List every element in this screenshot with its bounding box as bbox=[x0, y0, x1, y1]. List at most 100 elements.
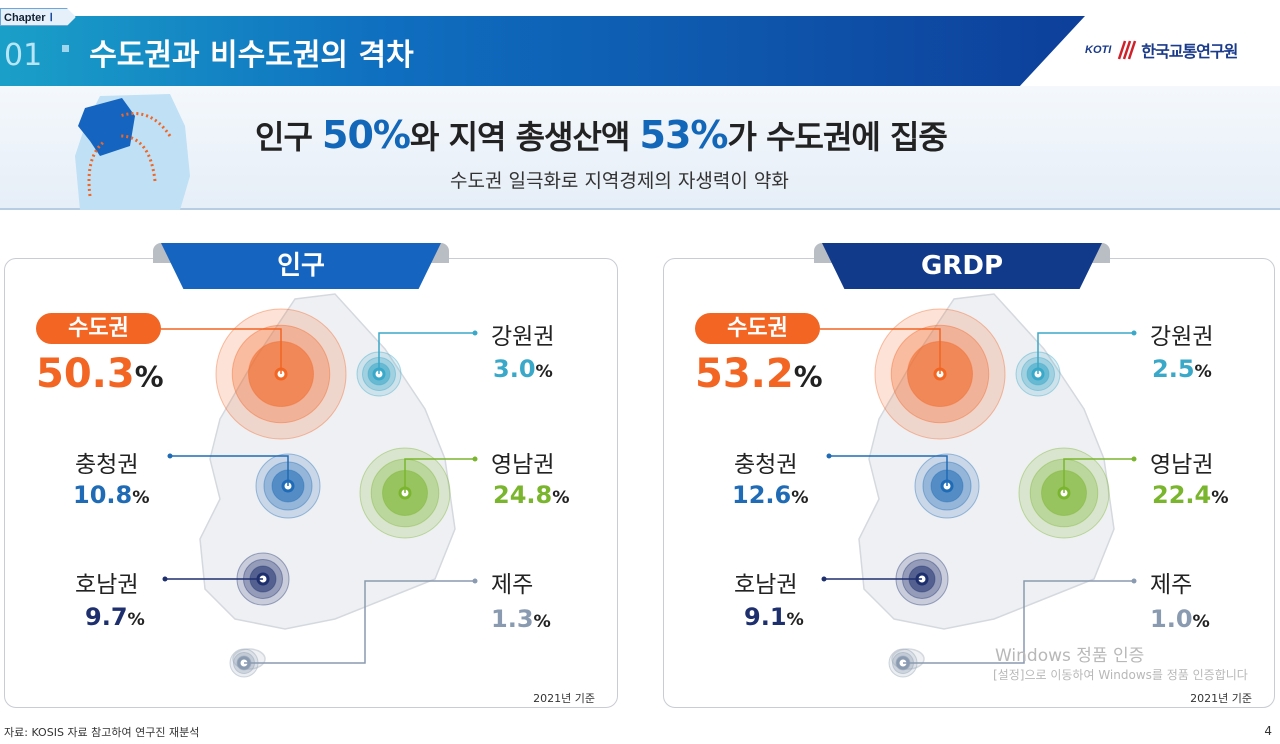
leader-end-chungcheong bbox=[167, 453, 173, 459]
region-label-honam: 호남권 bbox=[734, 572, 798, 598]
leader-end-jeju bbox=[1131, 578, 1137, 584]
region-label-chungcheong: 충청권 bbox=[75, 452, 139, 478]
chapter-number: Ⅰ bbox=[49, 12, 53, 24]
korea-map bbox=[820, 293, 1137, 678]
value-unit: % bbox=[535, 362, 553, 382]
leader-line-jeju bbox=[244, 580, 475, 664]
headline: 인구 50%와 지역 총생산액 53%가 수도권에 집중 bbox=[255, 112, 948, 158]
value-unit: % bbox=[127, 610, 145, 630]
value-number: 3.0 bbox=[493, 355, 536, 383]
chapter-tag: Chapter Ⅰ bbox=[0, 8, 76, 26]
region-label-yeongnam: 영남권 bbox=[491, 452, 555, 478]
value-unit: % bbox=[793, 360, 823, 394]
logo: KOTI 한국교통연구원 bbox=[1085, 38, 1238, 62]
leader-end-honam bbox=[162, 576, 168, 582]
panel-tab-title: GRDP bbox=[822, 243, 1102, 289]
region-label-gangwon: 강원권 bbox=[491, 324, 555, 350]
region-value-gangwon: 2.5% bbox=[1152, 355, 1212, 383]
region-label-yeongnam: 영남권 bbox=[1150, 452, 1214, 478]
section-number: 01 bbox=[4, 38, 43, 73]
subtitle: 수도권 일극화로 지역경제의 자생력이 약화 bbox=[450, 170, 789, 192]
logo-mark-icon bbox=[1118, 40, 1137, 60]
headline-grdp-share: 53% bbox=[639, 113, 729, 157]
region-label-jeju: 제주 bbox=[491, 572, 534, 598]
region-label-gangwon: 강원권 bbox=[1150, 324, 1214, 350]
value-unit: % bbox=[791, 488, 809, 508]
leader-line-yeongnam bbox=[1063, 458, 1134, 493]
value-number: 24.8 bbox=[493, 481, 553, 509]
value-number: 12.6 bbox=[732, 481, 792, 509]
region-value-honam: 9.1% bbox=[744, 603, 804, 631]
korea-map bbox=[161, 293, 478, 678]
value-unit: % bbox=[1192, 612, 1210, 632]
region-value-yeongnam: 24.8% bbox=[493, 481, 570, 509]
region-value-capital: 53.2% bbox=[695, 351, 823, 397]
windows-watermark-text: [설정]으로 이동하여 Windows를 정품 인증합니다 bbox=[993, 668, 1248, 682]
leader-line-chungcheong bbox=[170, 455, 289, 486]
leader-line-jeju bbox=[903, 580, 1134, 664]
leader-line-gangwon bbox=[1037, 332, 1134, 374]
value-number: 9.1 bbox=[744, 603, 787, 631]
value-number: 1.0 bbox=[1150, 605, 1193, 633]
value-number: 1.3 bbox=[491, 605, 534, 633]
value-unit: % bbox=[533, 612, 551, 632]
base-year-note: 2021년 기준 bbox=[1190, 692, 1252, 705]
region-label-honam: 호남권 bbox=[75, 572, 139, 598]
value-number: 10.8 bbox=[73, 481, 133, 509]
value-number: 9.7 bbox=[85, 603, 128, 631]
value-number: 2.5 bbox=[1152, 355, 1195, 383]
leader-line-capital bbox=[820, 328, 941, 374]
leader-end-honam bbox=[821, 576, 827, 582]
panel-tab-title: 인구 bbox=[161, 243, 441, 289]
page-title: 01 수도권과 비수도권의 격차 bbox=[4, 30, 414, 74]
value-unit: % bbox=[1194, 362, 1212, 382]
region-value-chungcheong: 12.6% bbox=[732, 481, 809, 509]
korea-map-arrows-icon bbox=[75, 94, 190, 210]
region-value-capital: 50.3% bbox=[36, 351, 164, 397]
value-number: 50.3 bbox=[36, 351, 135, 397]
leader-end-gangwon bbox=[472, 330, 478, 336]
region-value-jeju: 1.3% bbox=[491, 605, 551, 633]
region-label-capital: 수도권 bbox=[36, 313, 161, 344]
leader-end-yeongnam bbox=[1131, 456, 1137, 462]
windows-watermark-title: Windows 정품 인증 bbox=[995, 646, 1145, 666]
logo-abbr: KOTI bbox=[1085, 44, 1112, 56]
region-value-chungcheong: 10.8% bbox=[73, 481, 150, 509]
value-unit: % bbox=[552, 488, 570, 508]
leader-end-jeju bbox=[472, 578, 478, 584]
chapter-label: Chapter bbox=[4, 12, 46, 24]
leader-line-gangwon bbox=[378, 332, 475, 374]
region-value-yeongnam: 22.4% bbox=[1152, 481, 1229, 509]
logo-name: 한국교통연구원 bbox=[1141, 42, 1238, 61]
value-number: 53.2 bbox=[695, 351, 794, 397]
panel-population: 인구 수도권 50.3% 강원권 3.0% 충청권 10.8% 영남권 24.8% 호남권 9.7%… bbox=[4, 243, 618, 708]
value-unit: % bbox=[1211, 488, 1229, 508]
hero-band bbox=[0, 86, 1280, 210]
panel-grdp: GRDP 수도권 53.2% 강원권 2.5% 충청권 12.6% 영남권 22.4% 호남권 9.… bbox=[663, 243, 1275, 708]
leader-line-capital bbox=[161, 328, 282, 374]
value-unit: % bbox=[132, 488, 150, 508]
value-unit: % bbox=[786, 610, 804, 630]
region-label-jeju: 제주 bbox=[1150, 572, 1193, 598]
region-label-chungcheong: 충청권 bbox=[734, 452, 798, 478]
source-note: 자료: KOSIS 자료 참고하여 연구진 재분석 bbox=[4, 726, 200, 739]
bullet-square-icon bbox=[62, 45, 70, 52]
region-value-honam: 9.7% bbox=[85, 603, 145, 631]
headline-population-share: 50% bbox=[322, 113, 411, 157]
page-number: 4 bbox=[1264, 724, 1272, 738]
value-unit: % bbox=[134, 360, 164, 394]
leader-end-chungcheong bbox=[826, 453, 832, 459]
leader-end-yeongnam bbox=[472, 456, 478, 462]
region-value-jeju: 1.0% bbox=[1150, 605, 1210, 633]
headline-part: 인구 bbox=[255, 118, 323, 156]
value-number: 22.4 bbox=[1152, 481, 1212, 509]
region-label-capital: 수도권 bbox=[695, 313, 820, 344]
leader-line-chungcheong bbox=[829, 455, 948, 486]
title-text: 수도권과 비수도권의 격차 bbox=[89, 38, 414, 73]
leader-line-yeongnam bbox=[404, 458, 475, 493]
header-banner bbox=[0, 16, 1085, 86]
headline-part: 가 수도권에 집중 bbox=[727, 118, 947, 156]
region-value-gangwon: 3.0% bbox=[493, 355, 553, 383]
base-year-note: 2021년 기준 bbox=[533, 692, 595, 705]
headline-part: 와 지역 총생산액 bbox=[410, 118, 640, 156]
